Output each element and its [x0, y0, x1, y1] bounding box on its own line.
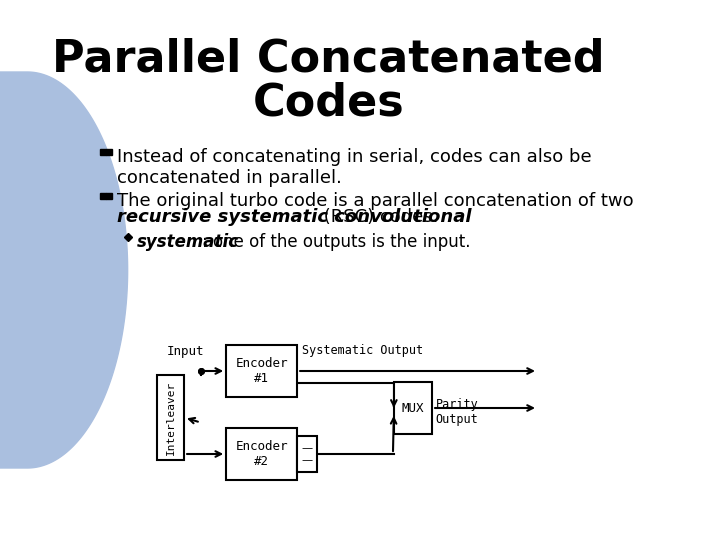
Text: —
—: — — — [302, 443, 312, 465]
Text: : one of the outputs is the input.: : one of the outputs is the input. — [202, 233, 471, 251]
Text: Input: Input — [167, 345, 204, 358]
Bar — [226, 345, 297, 397]
Text: Encoder
#2: Encoder #2 — [235, 440, 288, 468]
Text: MUX: MUX — [402, 402, 424, 415]
Text: Encoder
#1: Encoder #1 — [235, 357, 288, 385]
Text: The original turbo code is a parallel concatenation of two: The original turbo code is a parallel co… — [117, 192, 639, 210]
Bar — [226, 428, 297, 480]
Polygon shape — [0, 72, 127, 468]
Bar — [394, 382, 432, 434]
Text: Parallel Concatenated: Parallel Concatenated — [52, 38, 605, 81]
Text: Interleaver: Interleaver — [166, 380, 176, 455]
Text: Codes: Codes — [252, 82, 404, 125]
Text: systematic: systematic — [137, 233, 239, 251]
Text: Systematic Output: Systematic Output — [302, 344, 423, 357]
Text: Parity
Output: Parity Output — [436, 398, 479, 426]
Bar — [297, 436, 318, 472]
Text: Instead of concatenating in serial, codes can also be concatenated in parallel.: Instead of concatenating in serial, code… — [117, 148, 591, 187]
Bar — [157, 375, 184, 460]
Text: (RSC) codes.: (RSC) codes. — [318, 208, 438, 226]
Text: recursive systematic convolutional: recursive systematic convolutional — [117, 208, 471, 226]
